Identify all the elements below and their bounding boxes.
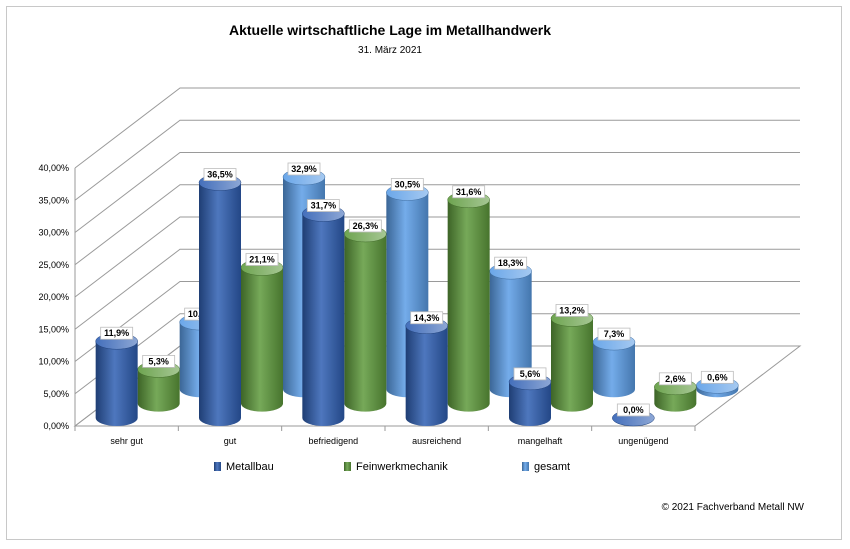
data-label: 2,6% <box>665 374 686 384</box>
legend-swatch <box>214 462 221 471</box>
data-label-box <box>142 355 176 368</box>
bar-feinwerkmechanik-5: 2,6% <box>654 372 697 412</box>
y-tick-label: 35,00% <box>38 195 69 205</box>
data-label-box <box>494 256 528 270</box>
y-tick-label: 0,00% <box>43 421 69 431</box>
bar-gesamt-5: 0,6% <box>696 370 739 398</box>
y-tick-label: 25,00% <box>38 260 69 270</box>
x-tick-label: ungenügend <box>618 436 668 446</box>
bar-metallbau-1: 36,5% <box>198 168 242 426</box>
data-label-box <box>616 403 650 417</box>
data-label: 26,3% <box>353 221 379 231</box>
y-tick-label: 30,00% <box>38 228 69 238</box>
bar-feinwerkmechanik-0: 5,3% <box>137 355 180 412</box>
data-label-box <box>700 370 734 384</box>
bar-feinwerkmechanik-4: 13,2% <box>550 304 594 412</box>
data-label-box <box>452 185 486 199</box>
data-label: 0,6% <box>707 372 728 382</box>
data-label: 14,3% <box>414 313 440 323</box>
y-tick-label: 40,00% <box>38 163 69 173</box>
legend-item-gesamt: gesamt <box>522 461 570 473</box>
y-tick-label: 10,00% <box>38 357 69 367</box>
bar-gesamt-3: 18,3% <box>489 256 532 398</box>
bar-feinwerkmechanik-2: 26,3% <box>344 219 387 412</box>
bar-metallbau-0: 11,9% <box>95 326 138 426</box>
y-tick-label: 5,00% <box>43 389 69 399</box>
data-label-box <box>245 253 279 266</box>
data-label: 31,6% <box>456 187 482 197</box>
data-label: 30,5% <box>395 179 421 189</box>
data-label-box <box>203 168 237 181</box>
bar-metallbau-4: 5,6% <box>508 367 552 426</box>
bar-metallbau-5: 0,0% <box>612 403 655 427</box>
bar-metallbau-3: 14,3% <box>405 311 448 426</box>
data-label: 5,6% <box>520 369 541 379</box>
data-label: 0,0% <box>623 405 644 415</box>
data-label: 11,9% <box>104 328 129 338</box>
x-tick-label: ausreichend <box>412 436 461 446</box>
data-label-box <box>555 304 589 317</box>
data-label: 5,3% <box>148 356 169 366</box>
gridline <box>74 184 800 266</box>
data-label-box <box>410 311 444 325</box>
data-label: 32,9% <box>291 164 317 174</box>
chart-legend: Metallbau Feinwerkmechanik gesamt <box>214 461 570 473</box>
gridline <box>74 119 800 201</box>
gridline <box>74 87 800 169</box>
data-label-box <box>306 199 340 212</box>
y-tick-label: 15,00% <box>38 324 69 334</box>
chart-title: Aktuelle wirtschaftliche Lage im Metallh… <box>228 22 552 38</box>
data-label-box <box>100 326 134 340</box>
legend-swatch <box>522 462 529 471</box>
data-label-box <box>658 372 692 386</box>
data-label-box <box>597 327 631 341</box>
gridline <box>74 216 800 298</box>
legend-item-feinwerkmechanik: Feinwerkmechanik <box>344 461 448 473</box>
x-tick-label: befriedigend <box>309 436 359 446</box>
chart-subtitle: 31. März 2021 <box>358 45 422 56</box>
legend-label: gesamt <box>534 461 570 473</box>
bar-gesamt-4: 7,3% <box>592 327 636 398</box>
data-label-box <box>390 178 424 191</box>
copyright-note: © 2021 Fachverband Metall NW <box>661 502 804 513</box>
bar-metallbau-2: 31,7% <box>302 199 345 426</box>
legend-label: Metallbau <box>226 461 274 473</box>
gridline <box>74 248 800 330</box>
data-label: 13,2% <box>559 305 585 315</box>
data-label: 21,1% <box>249 255 275 265</box>
gridline <box>74 152 800 233</box>
data-label-box <box>287 162 321 176</box>
bar-feinwerkmechanik-3: 31,6% <box>447 185 490 412</box>
x-tick-label: sehr gut <box>110 436 143 446</box>
data-label: 36,5% <box>207 170 233 180</box>
x-axis-ticks: sehr gut gut befriedigend ausreichend mangel… <box>74 426 696 446</box>
x-tick-label: mangelhaft <box>518 436 563 446</box>
legend-item-metallbau: Metallbau <box>214 461 274 473</box>
bar-feinwerkmechanik-1: 21,1% <box>240 253 284 412</box>
y-axis-ticks: 0,00% 5,00% 10,00% 15,00% 20,00% 25,00% 30,00%… <box>38 163 69 431</box>
data-label: 18,3% <box>498 258 524 268</box>
data-label: 7,3% <box>604 329 625 339</box>
x-tick-label: gut <box>224 436 237 446</box>
data-label-box <box>513 367 547 381</box>
chart-bars: 10,4%32,9%30,5%18,3%7,3%0,6%5,3%21,1%26,… <box>95 162 739 427</box>
data-label: 31,7% <box>311 201 337 211</box>
data-label-box <box>348 219 382 233</box>
legend-swatch <box>344 462 351 471</box>
legend-label: Feinwerkmechanik <box>356 461 448 473</box>
y-tick-label: 20,00% <box>38 292 69 302</box>
